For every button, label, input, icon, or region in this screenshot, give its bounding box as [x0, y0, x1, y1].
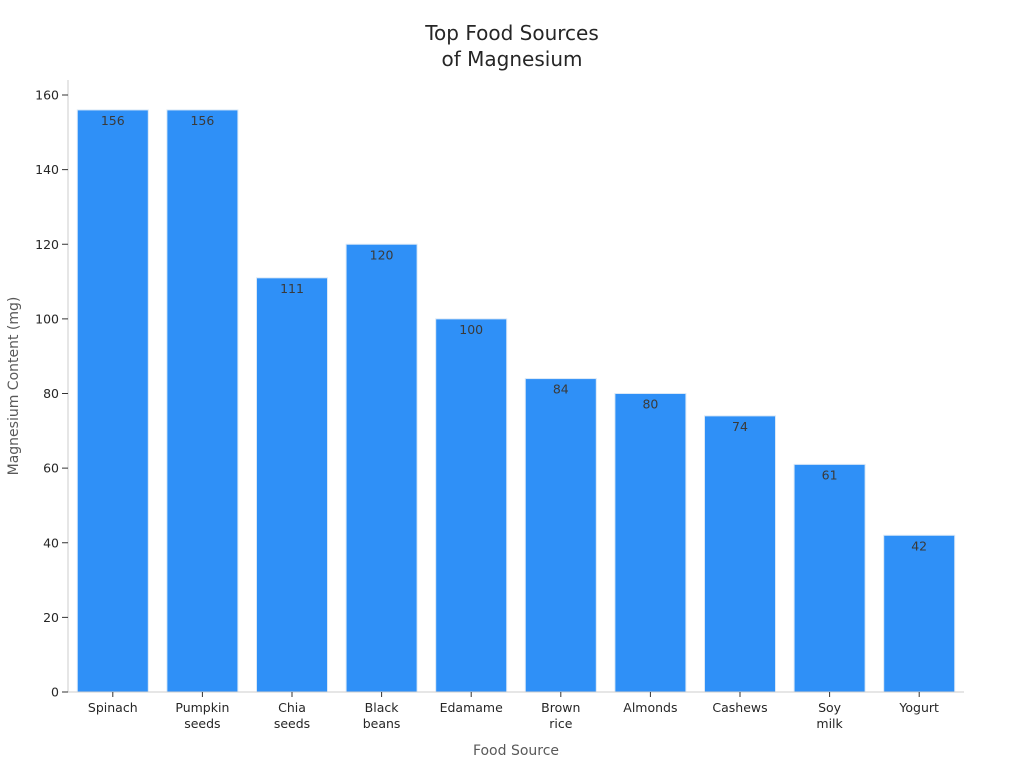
bar	[256, 277, 328, 693]
x-tick-label: rice	[549, 716, 572, 731]
y-tick-label: 20	[43, 610, 59, 625]
y-tick-label: 140	[35, 162, 59, 177]
y-tick-label: 0	[51, 685, 59, 700]
chart-title-line: of Magnesium	[442, 47, 583, 71]
x-tick-label: Black	[365, 700, 400, 715]
y-tick-label: 120	[35, 237, 59, 252]
bar	[435, 318, 508, 693]
y-tick-label: 40	[43, 535, 59, 550]
bar	[76, 109, 149, 693]
x-tick-label: seeds	[184, 716, 220, 731]
x-tick-label: Almonds	[623, 700, 677, 715]
bar-value-label: 42	[911, 538, 927, 553]
y-tick-label: 160	[35, 88, 59, 103]
bar-value-label: 156	[101, 113, 125, 128]
x-tick-label: Pumpkin	[175, 700, 229, 715]
data-labels: 156 156 111 120 100 84 80 74 61 42	[101, 113, 927, 553]
bar	[345, 243, 418, 693]
x-tick-label: beans	[363, 716, 401, 731]
bar-value-label: 61	[822, 467, 838, 482]
bar-value-label: 111	[280, 281, 304, 296]
bar-value-label: 74	[732, 419, 748, 434]
y-tick-label: 60	[43, 461, 59, 476]
x-tick-label: Yogurt	[898, 700, 939, 715]
y-tick-label: 80	[43, 386, 59, 401]
bar-value-label: 100	[459, 322, 483, 337]
bar-value-label: 84	[553, 382, 569, 397]
x-tick-label: seeds	[274, 716, 310, 731]
bar-value-label: 80	[642, 397, 658, 412]
bar	[524, 378, 597, 693]
x-tick-label: Chia	[278, 700, 306, 715]
bar	[166, 109, 239, 693]
y-tick-label: 100	[35, 311, 59, 326]
x-axis: Spinach PumpkinseedsChiaseedsBlackbeansEd…	[68, 691, 964, 731]
bar	[883, 534, 956, 693]
bar-value-label: 120	[370, 247, 394, 262]
bar	[704, 415, 776, 693]
x-tick-label: Spinach	[88, 700, 138, 715]
y-axis: 0 20 40 60 80 100 120 140 160	[35, 80, 69, 700]
x-tick-label: Cashews	[712, 700, 767, 715]
x-tick-label: Brown	[541, 700, 580, 715]
y-axis-title: Magnesium Content (mg)	[6, 297, 22, 476]
bar-value-label: 156	[190, 113, 214, 128]
x-tick-label: Edamame	[440, 700, 504, 715]
x-tick-label: Soy	[818, 700, 842, 715]
bars	[76, 109, 956, 693]
chart-title-line: Top Food Sources	[424, 21, 599, 45]
x-tick-label: milk	[816, 716, 843, 731]
x-axis-title: Food Source	[473, 743, 559, 759]
bar	[614, 393, 687, 693]
bar	[793, 463, 866, 693]
